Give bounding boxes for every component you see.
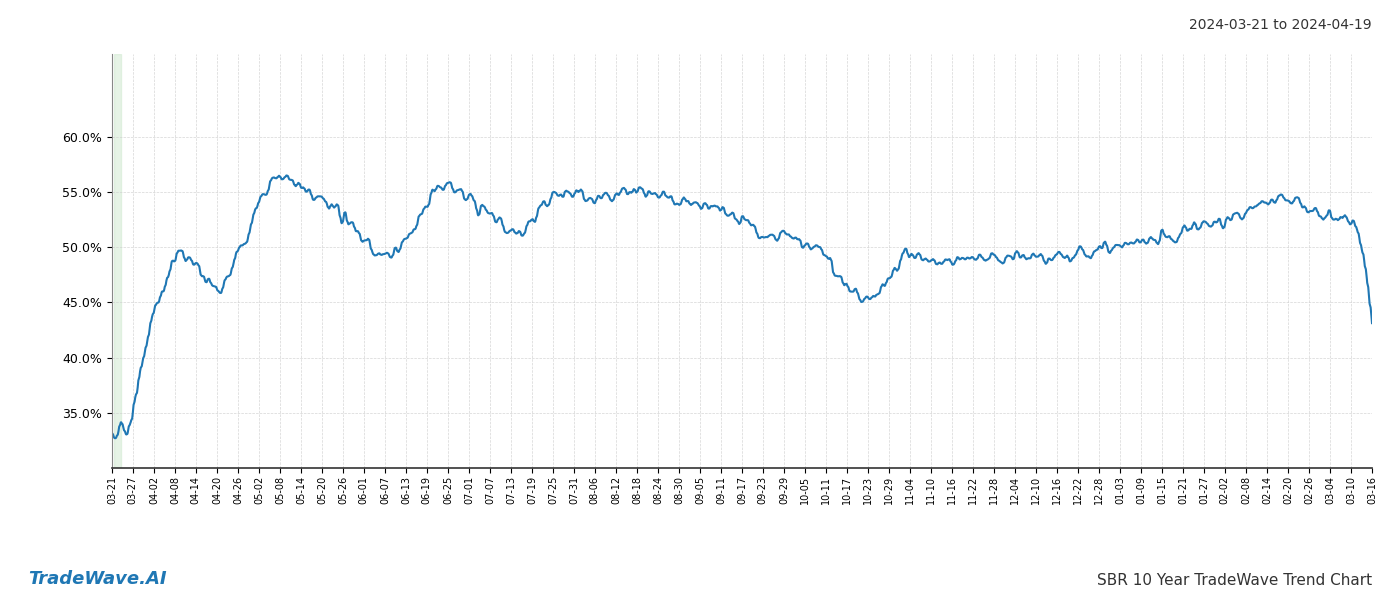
Text: 2024-03-21 to 2024-04-19: 2024-03-21 to 2024-04-19 [1190, 18, 1372, 32]
Text: TradeWave.AI: TradeWave.AI [28, 570, 167, 588]
Bar [113, 54, 120, 468]
Text: SBR 10 Year TradeWave Trend Chart: SBR 10 Year TradeWave Trend Chart [1096, 573, 1372, 588]
